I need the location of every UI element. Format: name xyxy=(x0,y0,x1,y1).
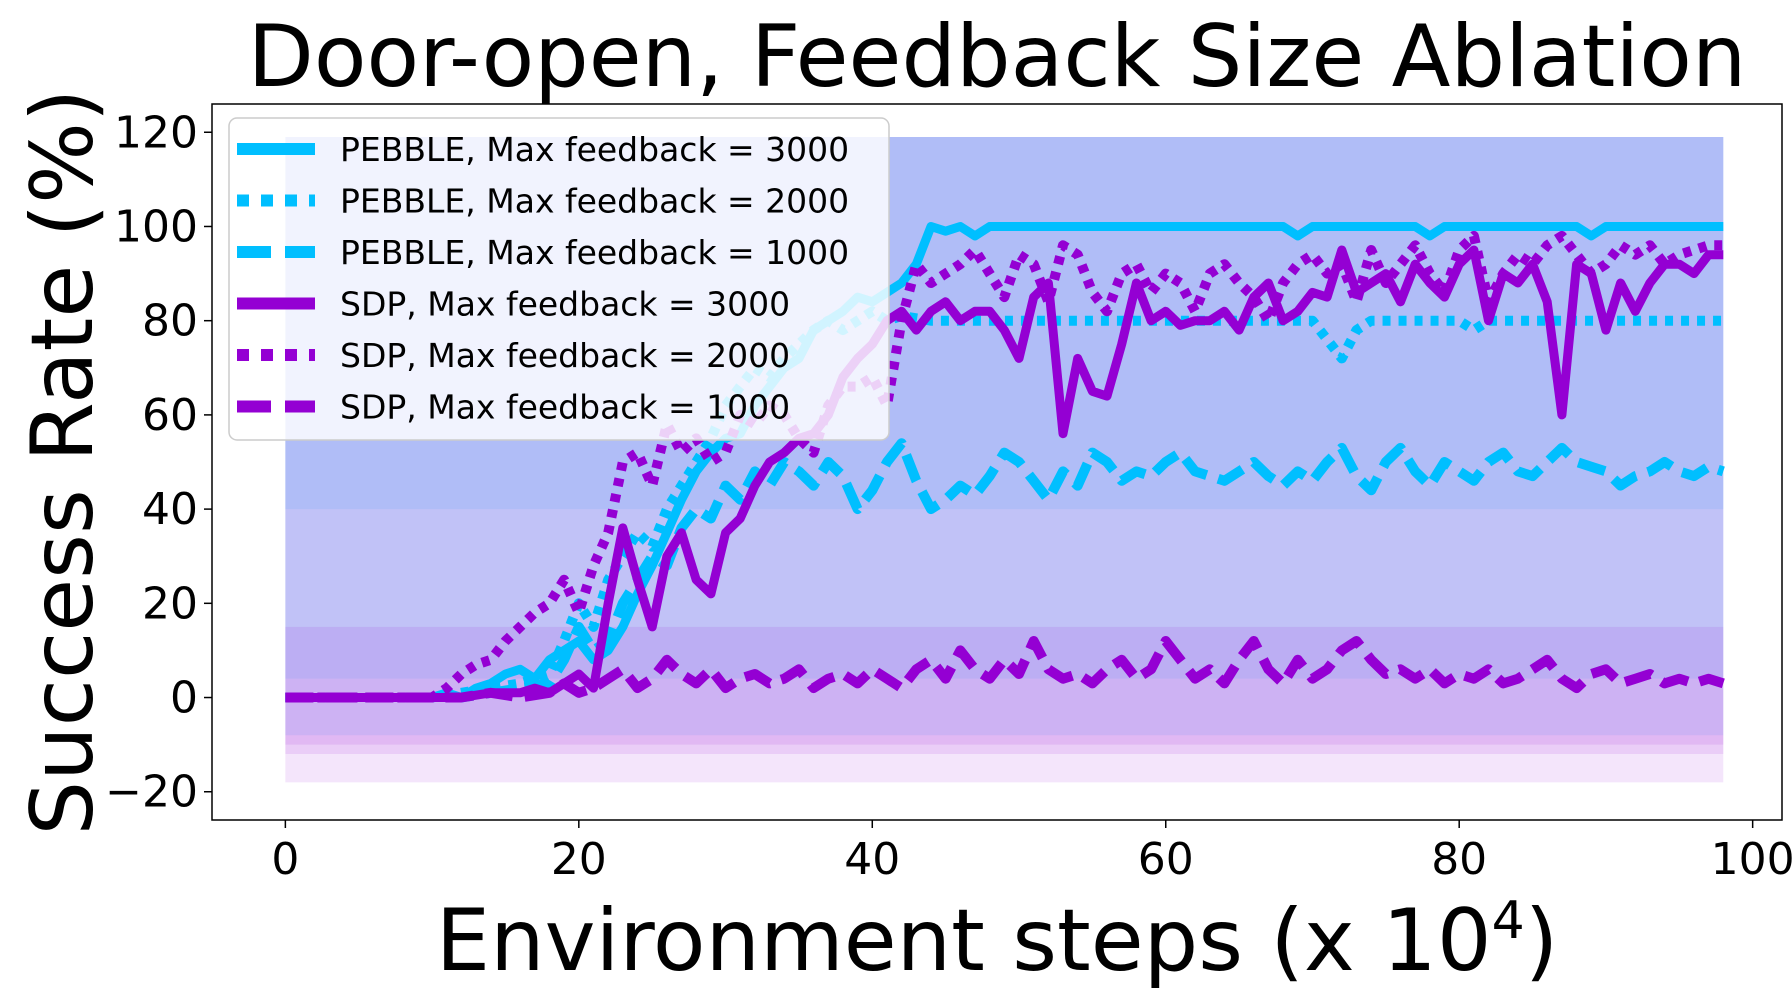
x-axis-label-close: ) xyxy=(1525,891,1559,991)
y-tick-label: 60 xyxy=(142,390,198,441)
series-lines xyxy=(285,222,1725,703)
plot-frame xyxy=(211,103,1783,821)
x-tick-label: 100 xyxy=(1711,834,1792,885)
x-axis-ticks: 0 20 40 60 80 100 xyxy=(271,820,1792,885)
y-tick-label: 0 xyxy=(170,673,198,724)
x-tick-label: 80 xyxy=(1431,834,1487,885)
chart-title: Door-open, Feedback Size Ablation xyxy=(248,7,1747,107)
line-sdp-max-feedback-3000 xyxy=(285,245,1724,702)
line-sdp-max-feedback-2000 xyxy=(285,230,1724,703)
x-tick-label: 40 xyxy=(844,834,900,885)
legend-label-pebble-max-feedback-2000: PEBBLE, Max feedback = 2000 xyxy=(340,182,849,221)
legend: PEBBLE, Max feedback = 3000 PEBBLE, Max f… xyxy=(228,117,890,441)
y-tick-label: −20 xyxy=(105,767,198,818)
y-tick-label: 120 xyxy=(114,107,198,158)
y-axis-ticks: −20 0 20 40 60 80 100 120 xyxy=(105,107,212,818)
x-tick-label: 20 xyxy=(551,834,607,885)
y-axis-label: Success Rate (%) xyxy=(13,89,113,836)
x-axis-label: Environment steps (x 104) xyxy=(436,891,1559,991)
legend-label-sdp-max-feedback-2000: SDP, Max feedback = 2000 xyxy=(340,336,790,375)
y-tick-label: 20 xyxy=(142,578,198,629)
legend-box xyxy=(228,117,890,441)
legend-label-pebble-max-feedback-3000: PEBBLE, Max feedback = 3000 xyxy=(340,130,849,169)
y-tick-label: 100 xyxy=(114,201,198,252)
line-sdp-max-feedback-1000 xyxy=(285,636,1725,703)
line-pebble-max-feedback-1000 xyxy=(285,438,1725,703)
y-tick-label: 80 xyxy=(142,296,198,347)
x-tick-label: 0 xyxy=(271,834,299,885)
line-pebble-max-feedback-2000 xyxy=(285,306,1724,703)
y-tick-label: 40 xyxy=(142,484,198,535)
legend-label-sdp-max-feedback-1000: SDP, Max feedback = 1000 xyxy=(340,388,790,427)
x-axis-label-superscript: 4 xyxy=(1492,891,1525,951)
legend-label-sdp-max-feedback-3000: SDP, Max feedback = 3000 xyxy=(340,285,790,324)
band-sdp-max-feedback-1000 xyxy=(285,626,1724,745)
x-tick-label: 60 xyxy=(1138,834,1194,885)
x-axis-label-main: Environment steps (x 10 xyxy=(436,891,1492,991)
legend-label-pebble-max-feedback-1000: PEBBLE, Max feedback = 1000 xyxy=(340,233,849,272)
